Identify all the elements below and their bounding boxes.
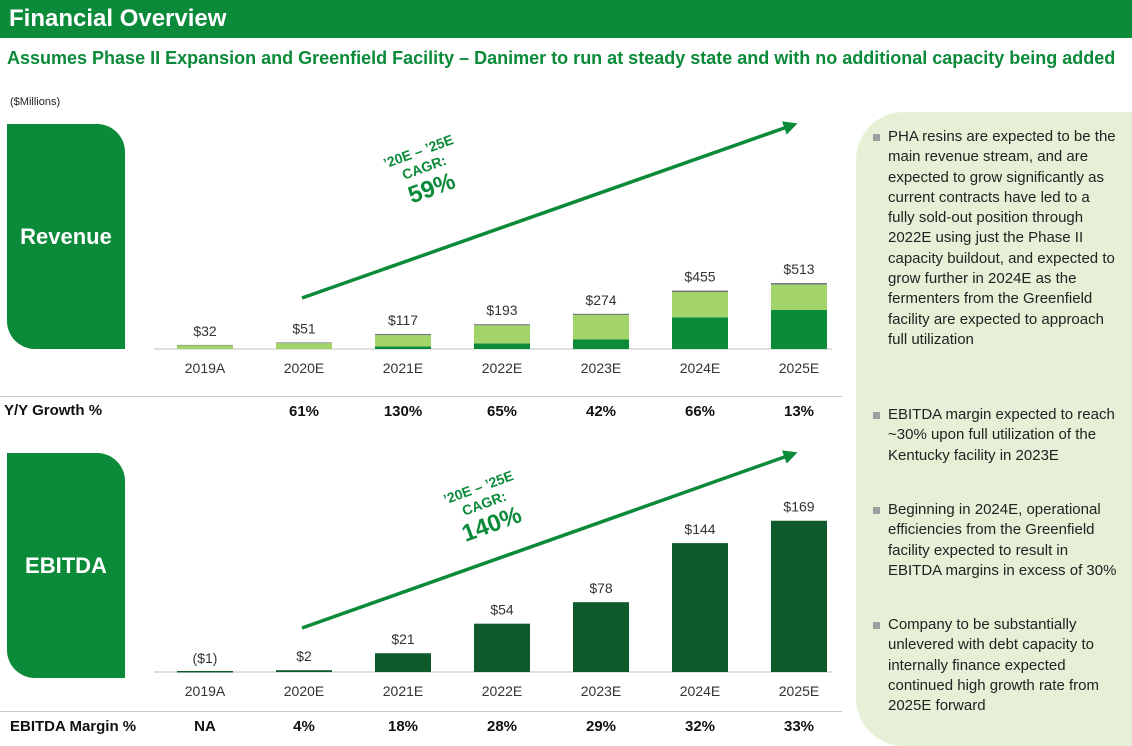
data-label: ($1) (193, 650, 218, 666)
trend-arrow-head (782, 450, 798, 464)
trend-arrow-head (782, 121, 798, 135)
bar-revenue-2023e-s1 (573, 314, 629, 340)
commentary-panel: PHA resins are expected to be the main r… (856, 112, 1132, 746)
category-label: 2019A (185, 360, 226, 376)
category-label: 2022E (482, 683, 522, 699)
bar-revenue-2021e-s0 (375, 346, 431, 349)
category-label: 2021E (383, 360, 423, 376)
ebitda-chart: ($1) 2019A $2 2020E $21 2021E $54 2022E $78 2023E… (154, 450, 832, 699)
category-label: 2025E (779, 360, 819, 376)
category-label: 2023E (581, 360, 621, 376)
bar-ebitda-2022e-s0 (474, 623, 530, 672)
growth-row-divider (0, 396, 842, 397)
bar-revenue-2023e-s0 (573, 339, 629, 349)
ebitda-tab: EBITDA (7, 453, 125, 678)
data-label: $78 (589, 580, 613, 596)
bar-revenue-2020e-s1 (276, 343, 332, 349)
growth-value: 42% (585, 403, 617, 420)
data-label: $455 (684, 269, 715, 285)
bar-revenue-2022e-s2 (474, 324, 530, 326)
category-label: 2019A (185, 683, 226, 699)
bar-revenue-2025e-s2 (771, 283, 827, 285)
data-label: $2 (296, 648, 312, 664)
bar-revenue-2023e-s2 (573, 313, 629, 315)
units-note: ($Millions) (10, 96, 61, 108)
header-bar: Financial Overview (0, 0, 1132, 38)
bar-ebitda-2023e-s0 (573, 602, 629, 672)
bar-revenue-2022e-s0 (474, 343, 530, 349)
bar-revenue-2021e-s2 (375, 333, 431, 336)
data-label: $513 (783, 261, 814, 277)
growth-row-label: Y/Y Growth % (4, 402, 103, 419)
category-label: 2024E (680, 683, 720, 699)
ebitda-tab-label: EBITDA (25, 553, 107, 578)
revenue-chart: $32 2019A $51 2020E $117 2021E $193 2022E $274 20… (154, 121, 832, 376)
margin-value: 32% (684, 718, 716, 735)
data-label: $144 (684, 521, 715, 537)
bar-revenue-2022e-s1 (474, 325, 530, 344)
margin-row-label: EBITDA Margin % (10, 718, 137, 735)
bar-ebitda-2024e-s0 (672, 543, 728, 672)
bar-revenue-2024e-s2 (672, 290, 728, 293)
page-title: Financial Overview (9, 5, 227, 32)
trend-arrow-line (301, 453, 791, 630)
growth-value: 13% (783, 403, 815, 420)
category-label: 2021E (383, 683, 423, 699)
margin-value: 28% (486, 718, 518, 735)
data-label: $169 (783, 499, 814, 515)
category-label: 2020E (284, 683, 324, 699)
data-label: $21 (391, 631, 415, 647)
bar-revenue-2024e-s0 (672, 317, 728, 349)
category-label: 2022E (482, 360, 522, 376)
bar-ebitda-2025e-s0 (771, 520, 827, 672)
margin-value: 29% (585, 718, 617, 735)
commentary-bullet: PHA resins are expected to be the main r… (873, 127, 1120, 350)
category-label: 2020E (284, 360, 324, 376)
data-label: $32 (193, 323, 217, 339)
bar-revenue-2019a-s2 (177, 344, 233, 346)
bar-revenue-2025e-s0 (771, 309, 827, 349)
trend-arrow-line (301, 124, 791, 300)
category-label: 2025E (779, 683, 819, 699)
category-label: 2024E (680, 360, 720, 376)
revenue-tab-label: Revenue (20, 224, 112, 249)
margin-value: 4% (293, 718, 315, 735)
growth-value: 66% (684, 403, 716, 420)
bar-ebitda-2021e-s0 (375, 653, 431, 672)
category-label: 2023E (581, 683, 621, 699)
margin-row-divider (0, 711, 842, 712)
growth-value: 61% (288, 403, 320, 420)
margin-value: 18% (387, 718, 419, 735)
bar-ebitda-2020e-s0 (276, 670, 332, 672)
subtitle: Assumes Phase II Expansion and Greenfiel… (7, 48, 1116, 68)
growth-value: 130% (383, 403, 423, 420)
commentary-bullet: Company to be substantially unlevered wi… (873, 615, 1120, 716)
growth-value: 65% (486, 403, 518, 420)
margin-value: 33% (783, 718, 815, 735)
revenue-tab: Revenue (7, 124, 125, 349)
commentary-bullet: Beginning in 2024E, operational efficien… (873, 500, 1120, 581)
margin-value: NA (194, 718, 216, 735)
data-label: $274 (585, 292, 616, 308)
bar-revenue-2021e-s1 (375, 335, 431, 347)
bar-revenue-2020e-s2 (276, 342, 332, 344)
data-label: $54 (490, 602, 514, 618)
commentary-bullet: EBITDA margin expected to reach ~30% upo… (873, 405, 1120, 466)
data-label: $193 (486, 302, 517, 318)
data-label: $117 (388, 312, 418, 328)
data-label: $51 (292, 320, 316, 336)
bar-revenue-2024e-s1 (672, 292, 728, 318)
bar-revenue-2019a-s1 (177, 345, 233, 349)
bar-ebitda-2019a (177, 671, 233, 673)
bar-revenue-2025e-s1 (771, 284, 827, 310)
